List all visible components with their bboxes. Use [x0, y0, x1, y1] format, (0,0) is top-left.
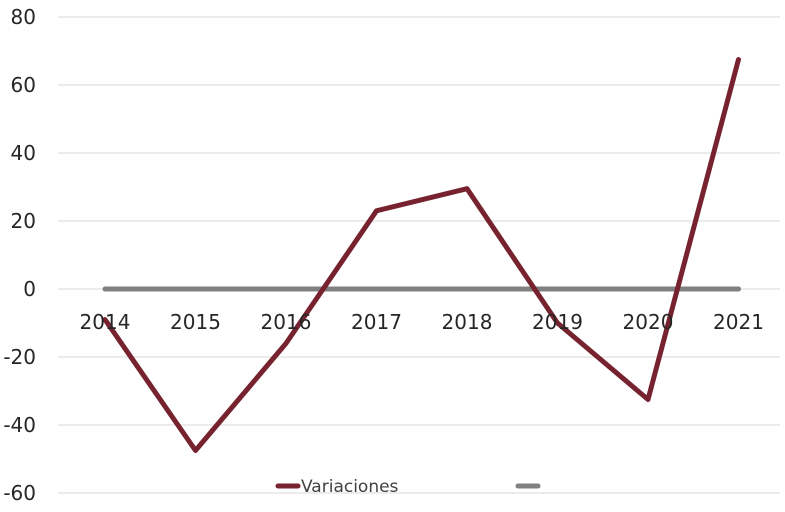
y-tick-label: -20: [3, 345, 36, 369]
x-tick-label: 2020: [623, 310, 674, 334]
x-tick-label: 2014: [80, 310, 131, 334]
y-tick-label: 20: [11, 209, 36, 233]
y-tick-label: 60: [11, 73, 36, 97]
y-axis-ticks: 80 60 40 20 0 -20 -40 -60: [3, 5, 36, 505]
x-tick-label: 2021: [713, 310, 764, 334]
gridlines: [58, 16, 780, 494]
x-tick-label: 2015: [170, 310, 221, 334]
series-line-variaciones: [102, 57, 741, 453]
series-lines: [102, 57, 741, 453]
x-tick-label: 2018: [442, 310, 493, 334]
x-tick-label: 2016: [261, 310, 312, 334]
x-axis-ticks: 2014 2015 2016 2017 2018 2019 2020 2021: [80, 310, 764, 334]
x-tick-label: 2019: [532, 310, 583, 334]
y-tick-label: 80: [11, 5, 36, 29]
x-tick-label: 2017: [351, 310, 402, 334]
y-tick-label: 0: [23, 277, 36, 301]
y-tick-label: -60: [3, 481, 36, 505]
legend: Variaciones: [275, 477, 541, 497]
legend-label-variaciones: Variaciones: [301, 477, 399, 497]
y-tick-label: 40: [11, 141, 36, 165]
y-tick-label: -40: [3, 413, 36, 437]
